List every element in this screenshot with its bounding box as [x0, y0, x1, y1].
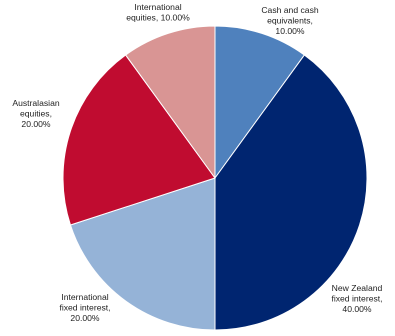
pie-slice-label-5: International equities, 10.00%	[126, 2, 190, 23]
pie-slice-label-line: 40.00%	[342, 304, 372, 314]
pie-slice-label-line: equivalents,	[267, 16, 313, 26]
pie-slice-5	[124, 25, 216, 180]
pie-slice-label-line: New Zealand	[332, 283, 383, 293]
pie-slice-label-line: Cash and cash	[261, 5, 319, 15]
pie-slice-label-line: equities,	[20, 109, 52, 119]
pie-slice-2	[214, 54, 368, 331]
pie-slice-label-line: 10.00%	[275, 26, 305, 36]
pie-slice-label-4: Australasian equities, 20.00%	[12, 98, 60, 129]
pie-slice-3	[69, 177, 216, 331]
pie-slice-label-1: Cash and cash equivalents, 10.00%	[261, 5, 319, 36]
pie-slice-label-2: New Zealand fixed interest, 40.00%	[331, 283, 382, 314]
pie-slice-label-line: International	[61, 292, 108, 302]
pie-slice-label-line: fixed interest,	[59, 303, 110, 313]
pie-slice-label-line: equities, 10.00%	[126, 13, 190, 23]
pie-slice-label-line: International	[134, 2, 181, 12]
pie-slice-4	[62, 54, 216, 226]
pie-slice-label-line: 20.00%	[70, 313, 100, 323]
pie-slice-label-3: International fixed interest, 20.00%	[59, 292, 110, 323]
pie-slice-label-line: fixed interest,	[331, 294, 382, 304]
pie-slice-label-line: 20.00%	[21, 119, 51, 129]
pie-slice-label-line: Australasian	[12, 98, 60, 108]
pie-slice-1	[214, 25, 306, 180]
